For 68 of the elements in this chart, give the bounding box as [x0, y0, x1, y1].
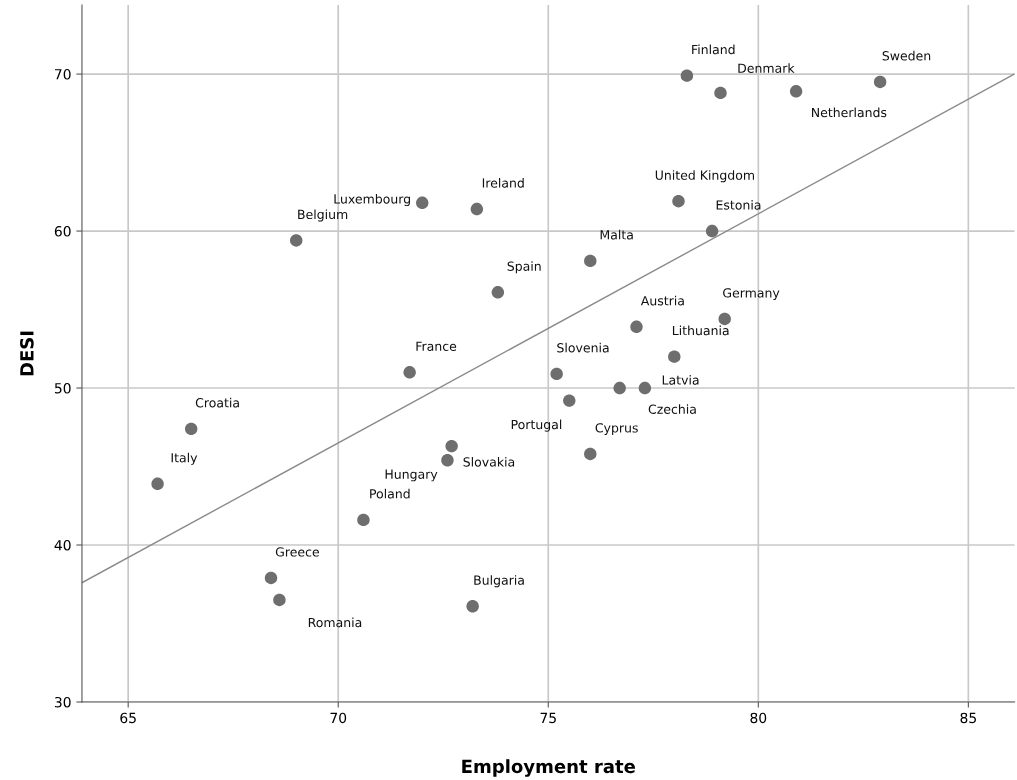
x-tick-label: 85: [960, 712, 976, 724]
annotation: Lithuania: [672, 325, 729, 336]
point: [403, 366, 416, 379]
y-tick-label: 70: [55, 69, 71, 80]
annotation: Sweden: [882, 50, 931, 61]
x-tick-label: 65: [120, 712, 136, 724]
annotation: Italy: [171, 452, 198, 465]
annotation: Luxembourg: [334, 193, 410, 207]
point: [445, 439, 458, 453]
point: [680, 69, 694, 82]
annotation: Spain: [507, 261, 541, 274]
x-axis-title: Employment rate: [462, 759, 636, 777]
annotation: Estonia: [716, 200, 761, 210]
annotation: United Kingdom: [655, 170, 754, 183]
point: [491, 286, 505, 299]
point: [672, 195, 685, 208]
annotation: Cyprus: [595, 423, 638, 436]
point: [613, 381, 626, 395]
point: [718, 312, 731, 326]
point: [151, 477, 164, 490]
annotation: Netherlands: [812, 107, 887, 118]
point: [789, 85, 803, 98]
point: [705, 224, 719, 238]
point: [714, 86, 727, 100]
annotation: France: [416, 341, 457, 351]
annotation: Hungary: [385, 469, 438, 482]
point: [638, 381, 652, 395]
annotation: Slovenia: [557, 342, 609, 353]
point: [584, 254, 597, 268]
annotation: Czechia: [648, 404, 696, 414]
y-tick-label: 30: [54, 696, 71, 708]
point: [466, 600, 479, 613]
point: [416, 196, 429, 209]
y-axis-title: DESI: [20, 331, 34, 376]
annotation: Austria: [640, 295, 684, 306]
point: [357, 513, 370, 527]
annotation: Romania: [308, 617, 362, 628]
annotation: Croatia: [195, 397, 239, 408]
x-tick-label: 70: [330, 712, 347, 724]
annotation: Portugal: [511, 419, 562, 432]
y-tick-label: 60: [54, 226, 71, 237]
annotation: Greece: [275, 547, 319, 557]
annotation: Poland: [370, 488, 410, 499]
annotation: Denmark: [738, 63, 795, 73]
point: [273, 593, 286, 607]
annotation: Germany: [723, 288, 780, 301]
point: [441, 454, 454, 467]
point: [668, 350, 681, 363]
point: [630, 320, 643, 334]
annotation: Latvia: [662, 375, 699, 385]
y-tick-label: 40: [54, 539, 71, 551]
annotation: Ireland: [482, 178, 524, 188]
point: [470, 202, 484, 216]
point: [184, 422, 198, 436]
point: [563, 394, 576, 407]
y-tick-label: 50: [54, 383, 71, 394]
point: [550, 367, 563, 381]
annotation: Finland: [692, 44, 735, 55]
annotation: Slovakia: [463, 456, 515, 467]
point: [290, 234, 303, 247]
x-tick-label: 80: [750, 712, 767, 724]
point: [264, 571, 278, 585]
x-tick-label: 75: [540, 712, 556, 724]
point: [873, 75, 887, 89]
annotation: Belgium: [298, 209, 348, 222]
annotation: Malta: [600, 229, 633, 240]
point: [584, 447, 597, 461]
annotation: Bulgaria: [474, 575, 524, 588]
